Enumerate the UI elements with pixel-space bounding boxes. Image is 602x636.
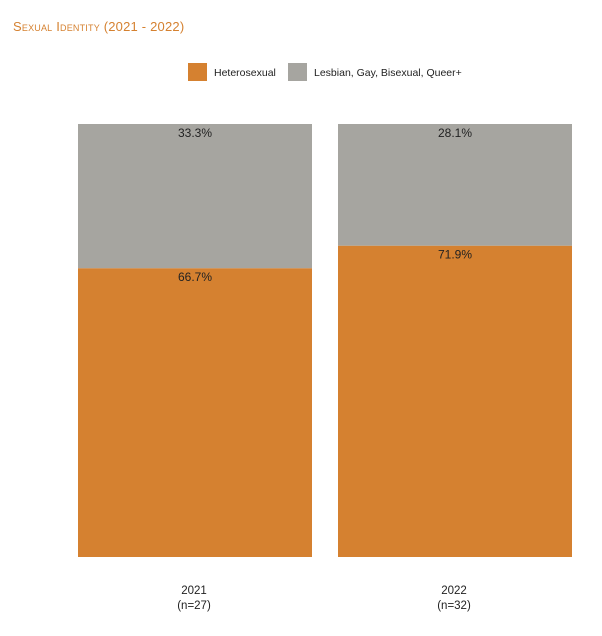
data-label-2021-series-0: 66.7%: [178, 270, 212, 284]
legend-swatch-0: [188, 63, 207, 81]
x-axis: 2021 (n=27) 2022 (n=32): [177, 585, 471, 612]
x-tick-label-2021: 2021: [181, 585, 207, 597]
legend-swatch-1: [288, 63, 307, 81]
x-tick-note-2021: (n=27): [177, 600, 211, 612]
bar-2022-series-0: [338, 245, 572, 557]
legend: Heterosexual Lesbian, Gay, Bisexual, Quee…: [188, 63, 462, 81]
x-tick-note-2022: (n=32): [437, 600, 471, 612]
bar-2021-series-0: [78, 268, 312, 557]
legend-label-1: Lesbian, Gay, Bisexual, Queer+: [314, 67, 462, 79]
bar-2021-series-1: [78, 124, 312, 269]
bar-2022-series-1: [338, 124, 572, 246]
data-label-2021-series-1: 33.3%: [178, 126, 212, 140]
chart-title: Sexual Identity (2021 - 2022): [13, 19, 185, 34]
data-label-2022-series-0: 71.9%: [438, 248, 472, 262]
x-tick-label-2022: 2022: [441, 585, 467, 597]
plot-area: 66.7% 33.3% 71.9% 28.1%: [78, 124, 572, 557]
legend-label-0: Heterosexual: [214, 67, 276, 79]
data-label-2022-series-1: 28.1%: [438, 126, 472, 140]
